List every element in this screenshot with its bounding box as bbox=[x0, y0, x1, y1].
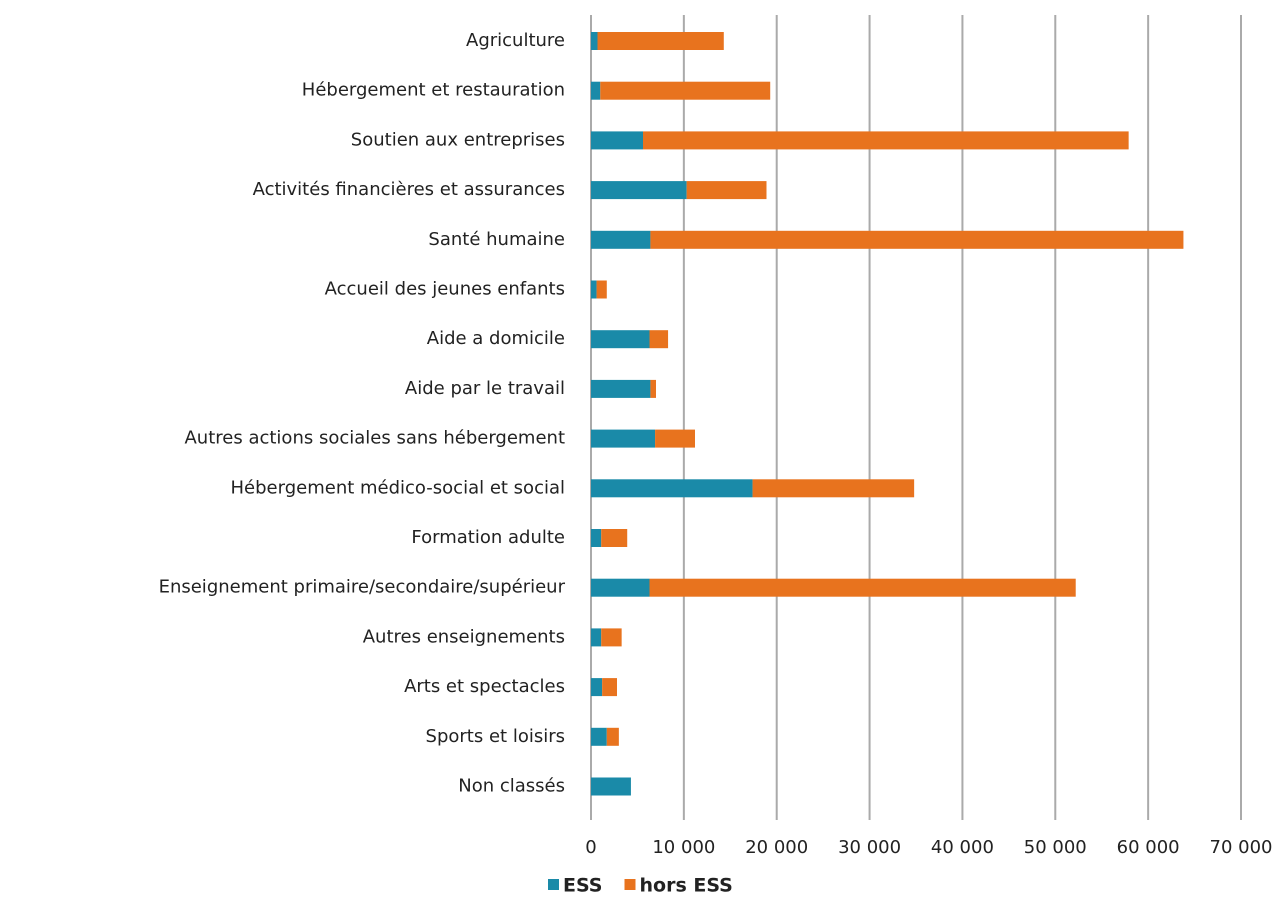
bar-segment bbox=[600, 81, 771, 100]
bar-segment bbox=[591, 330, 650, 349]
bar-segment bbox=[649, 330, 669, 349]
bar-segment bbox=[591, 181, 687, 200]
y-tick-label: Non classés bbox=[458, 776, 565, 797]
bar-segment bbox=[655, 429, 695, 448]
bar-segment bbox=[591, 777, 631, 796]
bar-segment bbox=[591, 81, 601, 100]
bar-segment bbox=[650, 379, 656, 398]
y-tick-label: Hébergement et restauration bbox=[302, 80, 565, 101]
legend-swatch bbox=[548, 879, 559, 890]
bar-segment bbox=[591, 280, 597, 299]
bar-segment bbox=[591, 479, 753, 498]
bar-segment bbox=[752, 479, 915, 498]
bar-segment bbox=[591, 628, 602, 647]
bar-segment bbox=[686, 181, 767, 200]
bar-segment bbox=[591, 32, 598, 50]
y-tick-label: Soutien aux entreprises bbox=[351, 129, 565, 150]
bar-segment bbox=[591, 429, 656, 448]
x-tick-label: 10 000 bbox=[652, 837, 715, 858]
bar-segment bbox=[602, 678, 617, 697]
bar-segment bbox=[601, 628, 622, 647]
y-tick-label: Enseignement primaire/secondaire/supérie… bbox=[159, 577, 566, 598]
bar-segment bbox=[606, 727, 619, 746]
x-tick-label: 50 000 bbox=[1024, 837, 1087, 858]
bar-segment bbox=[591, 379, 651, 398]
y-tick-label: Santé humaine bbox=[428, 229, 565, 250]
y-tick-label: Accueil des jeunes enfants bbox=[325, 279, 565, 300]
y-tick-label: Autres actions sociales sans hébergement bbox=[184, 428, 565, 449]
x-tick-label: 30 000 bbox=[838, 837, 901, 858]
bar-segment bbox=[591, 131, 643, 150]
bar-segment bbox=[591, 727, 607, 746]
bar-segment bbox=[597, 32, 724, 50]
x-tick-label: 0 bbox=[585, 837, 596, 858]
bar-segment bbox=[591, 529, 602, 547]
legend-label: hors ESS bbox=[640, 875, 733, 897]
legend-swatch bbox=[624, 879, 636, 890]
y-tick-label: Arts et spectacles bbox=[404, 676, 565, 697]
bar-segment bbox=[591, 678, 603, 697]
y-tick-label: Sports et loisirs bbox=[426, 726, 565, 747]
y-tick-label: Activités financières et assurances bbox=[253, 179, 565, 200]
bar-segment bbox=[591, 230, 651, 249]
bar-segment bbox=[591, 578, 650, 597]
y-tick-label: Aide a domicile bbox=[427, 328, 565, 349]
y-tick-label: Aide par le travail bbox=[405, 378, 565, 399]
y-tick-label: Hébergement médico-social et social bbox=[231, 477, 565, 498]
y-tick-label: Formation adulte bbox=[411, 527, 565, 548]
bar-segment bbox=[649, 578, 1076, 597]
bar-segment bbox=[650, 230, 1184, 249]
bar-segment bbox=[643, 131, 1129, 150]
bar-segment bbox=[596, 280, 607, 299]
x-tick-label: 60 000 bbox=[1117, 837, 1180, 858]
legend-label: ESS bbox=[563, 875, 603, 897]
y-tick-label: Agriculture bbox=[466, 30, 565, 51]
y-tick-label: Autres enseignements bbox=[363, 626, 565, 647]
x-tick-label: 20 000 bbox=[745, 837, 808, 858]
x-tick-label: 70 000 bbox=[1210, 837, 1273, 858]
bar-segment bbox=[601, 529, 628, 547]
x-tick-label: 40 000 bbox=[931, 837, 994, 858]
